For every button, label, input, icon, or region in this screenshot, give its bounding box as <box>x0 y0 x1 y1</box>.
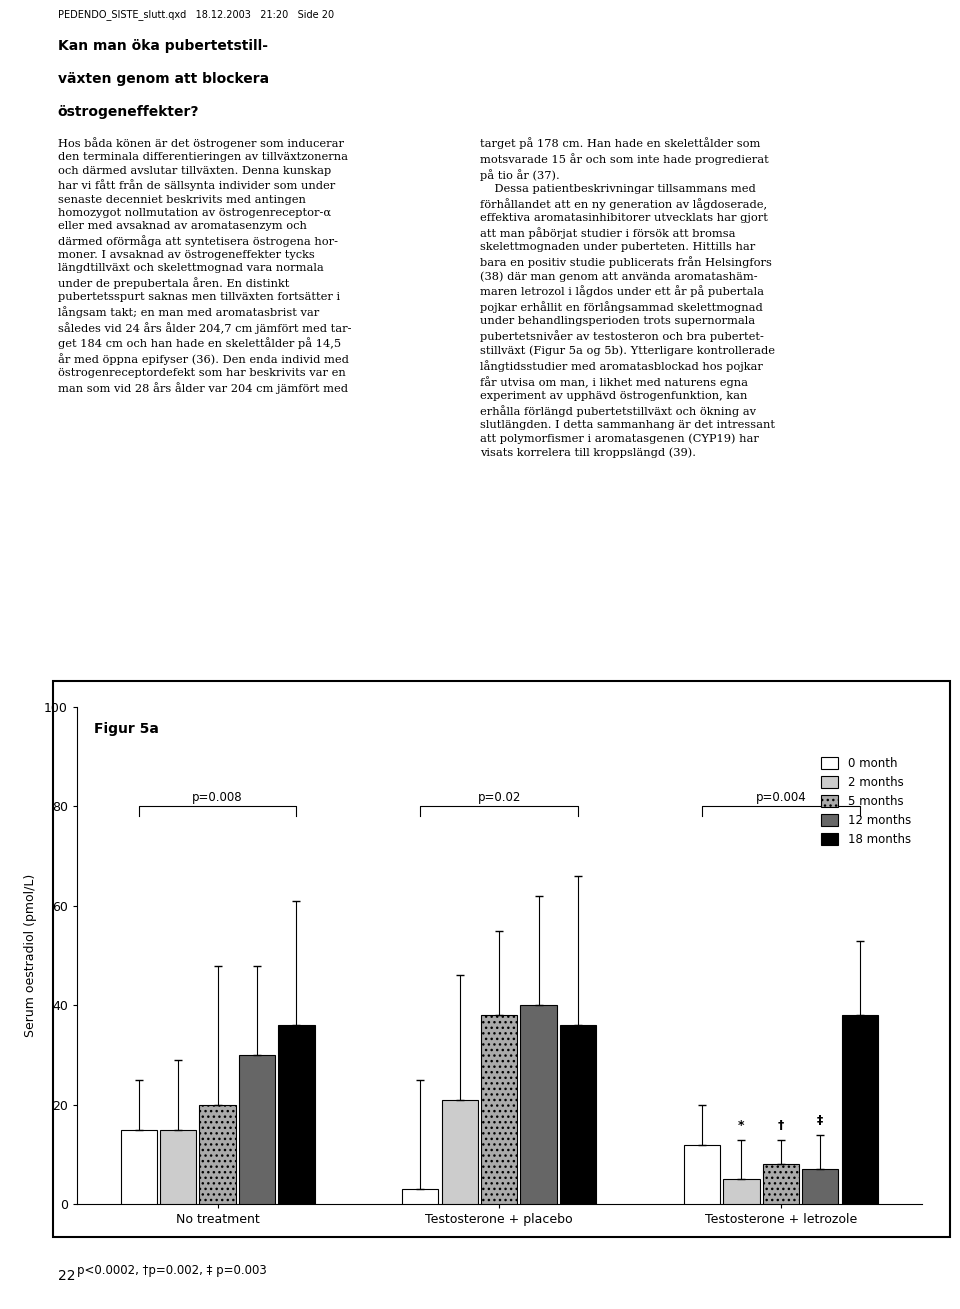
Bar <box>723 1179 759 1204</box>
Legend: 0 month, 2 months, 5 months, 12 months, 18 months: 0 month, 2 months, 5 months, 12 months, … <box>816 753 916 851</box>
Text: växten genom att blockera: växten genom att blockera <box>58 72 269 86</box>
Bar <box>520 1005 557 1204</box>
Bar <box>442 1100 478 1204</box>
Text: †: † <box>778 1119 784 1132</box>
Bar <box>402 1190 439 1204</box>
Bar <box>200 1105 236 1204</box>
Text: PEDENDO_SISTE_slutt.qxd   18.12.2003   21:20   Side 20: PEDENDO_SISTE_slutt.qxd 18.12.2003 21:20… <box>58 9 334 20</box>
Text: Hos båda könen är det östrogener som inducerar
den terminala differentieringen a: Hos båda könen är det östrogener som ind… <box>58 137 351 394</box>
Text: Figur 5a: Figur 5a <box>94 721 158 736</box>
Bar <box>803 1169 838 1204</box>
Bar <box>239 1055 276 1204</box>
Text: target på 178 cm. Han hade en skelettålder som
motsvarade 15 år och som inte had: target på 178 cm. Han hade en skelettåld… <box>480 137 775 458</box>
Text: p=0.008: p=0.008 <box>192 791 243 804</box>
Text: 22: 22 <box>58 1268 75 1283</box>
Text: *: * <box>738 1119 745 1132</box>
Bar <box>842 1016 877 1204</box>
Bar <box>278 1025 315 1204</box>
Text: östrogeneffekter?: östrogeneffekter? <box>58 105 199 119</box>
Bar <box>481 1016 517 1204</box>
Bar <box>121 1130 156 1204</box>
Text: p<0.0002, †p=0.002, ‡ p=0.003: p<0.0002, †p=0.002, ‡ p=0.003 <box>77 1264 267 1278</box>
Text: Kan man öka pubertetstill-: Kan man öka pubertetstill- <box>58 39 268 54</box>
Bar <box>160 1130 196 1204</box>
Text: p=0.004: p=0.004 <box>756 791 806 804</box>
Text: ‡: ‡ <box>817 1114 824 1127</box>
Bar <box>684 1144 720 1204</box>
Text: p=0.02: p=0.02 <box>477 791 521 804</box>
Bar <box>560 1025 596 1204</box>
Y-axis label: Serum oestradiol (pmol/L): Serum oestradiol (pmol/L) <box>24 874 36 1037</box>
Bar <box>762 1165 799 1204</box>
